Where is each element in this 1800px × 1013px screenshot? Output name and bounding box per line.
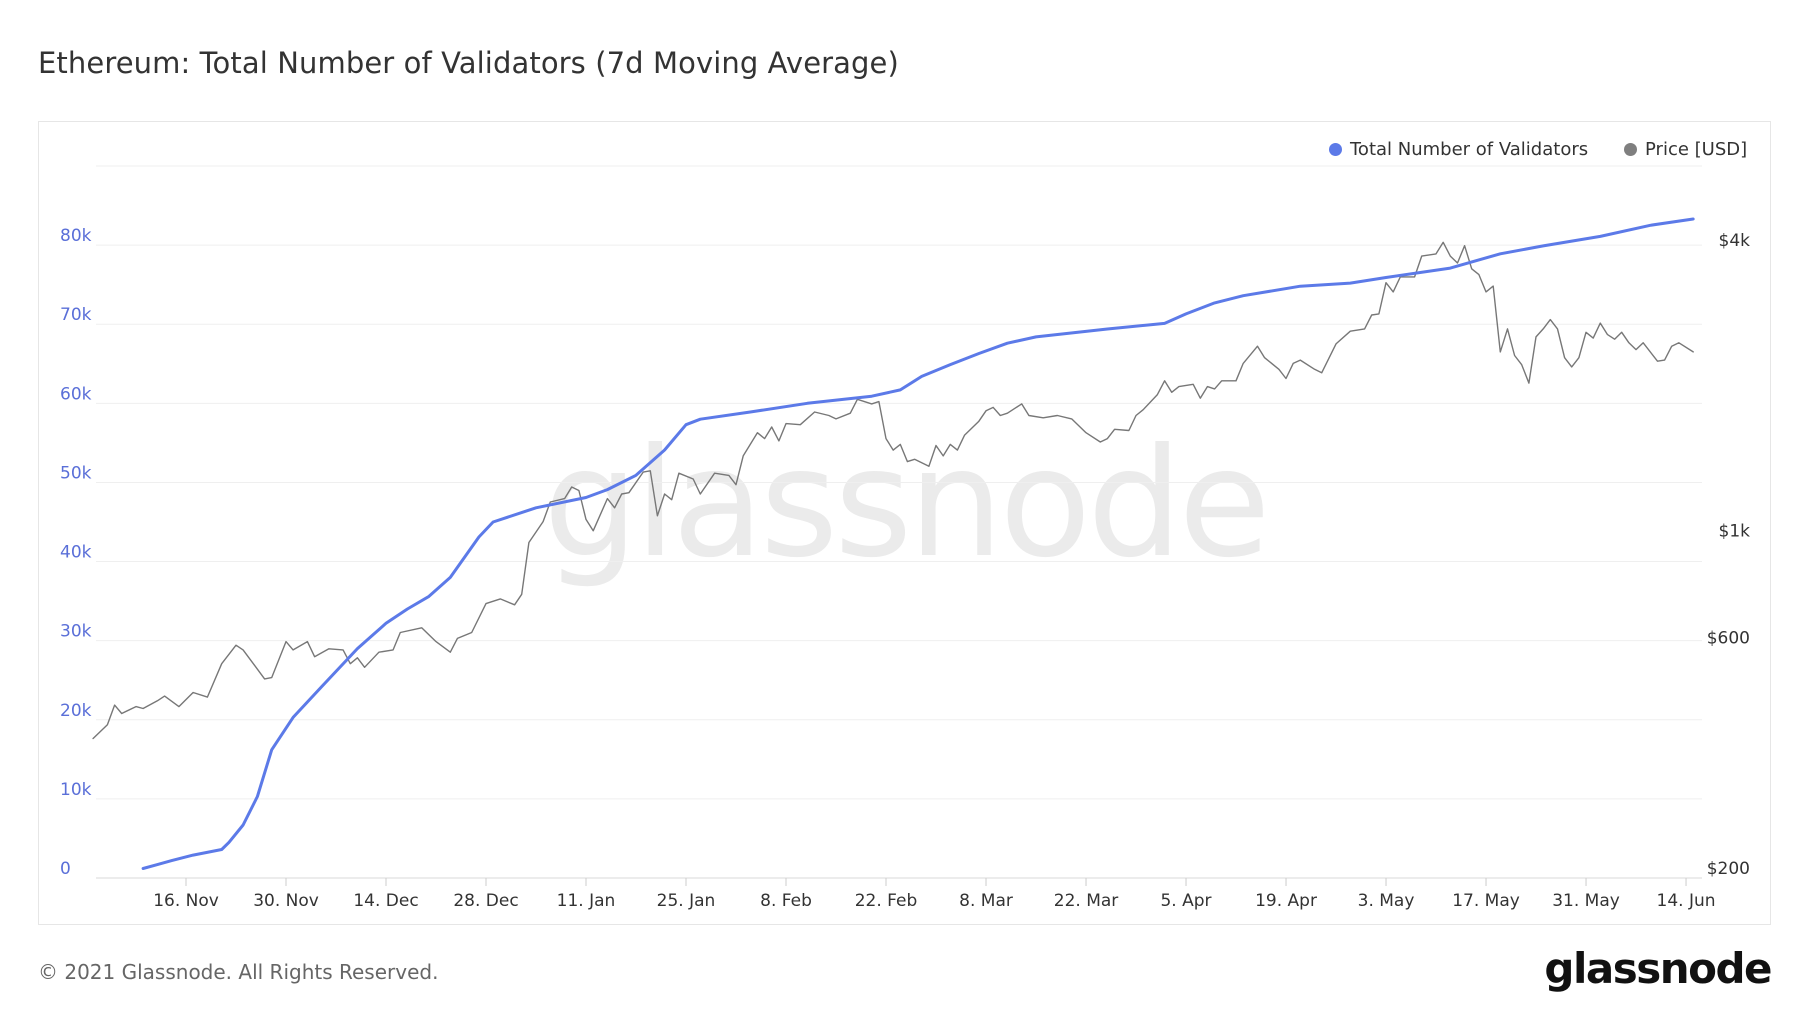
- left-axis-tick-label: 20k: [60, 701, 92, 721]
- series-lines: [92, 217, 1695, 870]
- left-axis-tick-label: 60k: [60, 384, 92, 404]
- legend-label: Total Number of Validators: [1350, 139, 1589, 160]
- x-axis-tick-label: 28. Dec: [453, 891, 518, 911]
- x-axis-tick-label: 31. May: [1552, 891, 1620, 911]
- x-axis-tick-label: 5. Apr: [1160, 891, 1211, 911]
- x-axis-tick-label: 14. Dec: [353, 891, 418, 911]
- x-axis-tick-label: 8. Mar: [959, 891, 1013, 911]
- glassnode-logo[interactable]: glassnode: [1544, 944, 1772, 993]
- right-axis-tick-label: $4k: [1719, 231, 1751, 251]
- watermark: glassnode: [543, 417, 1266, 591]
- x-axis-tick-label: 16. Nov: [153, 891, 219, 911]
- legend-item-validators[interactable]: Total Number of Validators: [1329, 139, 1588, 160]
- x-axis-tick-label: 3. May: [1358, 891, 1415, 911]
- gridlines: [96, 165, 1702, 800]
- legend-label: Price [USD]: [1645, 139, 1748, 160]
- x-axis-tick-label: 11. Jan: [557, 891, 616, 911]
- left-axis-tick-label: 0: [60, 859, 71, 879]
- left-axis-tick-label: 10k: [60, 780, 92, 800]
- left-axis-tick-label: 80k: [60, 226, 92, 246]
- legend-item-price[interactable]: Price [USD]: [1624, 139, 1747, 160]
- x-axis-tick-label: 19. Apr: [1255, 891, 1317, 911]
- legend-dot-validators: [1329, 143, 1342, 156]
- x-axis-tick-label: 22. Mar: [1054, 891, 1119, 911]
- copyright: © 2021 Glassnode. All Rights Reserved.: [38, 960, 439, 984]
- x-axis-tick-label: 17. May: [1452, 891, 1520, 911]
- left-axis-tick-label: 50k: [60, 463, 92, 483]
- price-line: [92, 241, 1694, 740]
- right-axis-tick-label: $600: [1707, 629, 1750, 649]
- x-axis-tick-label: 25. Jan: [657, 891, 716, 911]
- x-axis-tick-label: 14. Jun: [1657, 891, 1716, 911]
- chart-frame: [38, 121, 1771, 925]
- x-axis-tick-label: 8. Feb: [760, 891, 812, 911]
- legend-dot-price: [1624, 143, 1637, 156]
- x-axis-tick-label: 30. Nov: [253, 891, 319, 911]
- left-axis-tick-label: 70k: [60, 305, 92, 325]
- left-axis-tick-label: 30k: [60, 622, 92, 642]
- right-axis-tick-label: $200: [1707, 859, 1750, 879]
- validators-line: [141, 217, 1695, 870]
- right-axis-tick-label: $1k: [1719, 522, 1751, 542]
- left-axis-tick-label: 40k: [60, 543, 92, 563]
- axes: 0 10k 20k 30k 40k 50k 60k 70k 80k $200 $600 $1k $4k 1…: [60, 226, 1750, 911]
- chart-title: Ethereum: Total Number of Validators (7d…: [38, 46, 899, 80]
- x-axis-tick-label: 22. Feb: [855, 891, 918, 911]
